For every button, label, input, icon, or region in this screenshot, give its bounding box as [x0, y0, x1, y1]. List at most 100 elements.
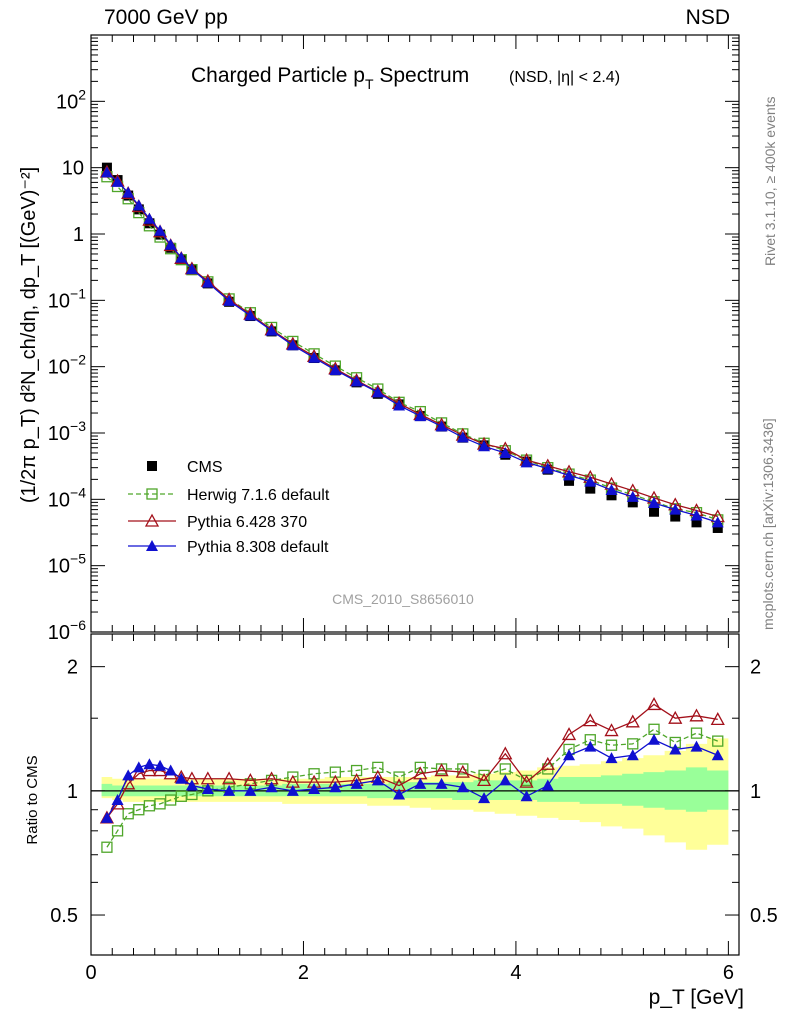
main-y-tick-label: 10−6 [48, 617, 86, 644]
ratio-data-point [626, 749, 639, 761]
ratio-data-point [132, 761, 145, 773]
ratio-data-point [604, 723, 619, 737]
main-y-tick-label-exponent: −4 [70, 484, 86, 500]
ratio-data-point [143, 758, 156, 770]
ratio-data-point [142, 763, 157, 777]
ratio-data-point [414, 761, 426, 774]
ratio-plot-border [90, 633, 740, 956]
ratio-data-point [185, 779, 198, 791]
main-data-point [456, 431, 469, 443]
main-data-point [201, 276, 214, 288]
main-y-tick-label: 10 [62, 158, 84, 180]
ratio-data-point [455, 764, 470, 778]
ratio-data-point [457, 763, 469, 775]
main-data-point [111, 175, 124, 187]
main-y-tick-label: 102 [56, 86, 86, 113]
chart-title-text: Charged Particle p [191, 64, 365, 87]
main-data-point [244, 309, 257, 321]
ratio-data-point [646, 697, 662, 711]
ratio-data-point [669, 743, 682, 755]
ratio-data-point [286, 784, 299, 796]
main-data-point [414, 410, 427, 422]
main-y-tick-label-base: 10 [48, 357, 70, 379]
ratio-data-point [101, 841, 113, 853]
main-y-tick-label-base: 10 [48, 622, 70, 644]
ratio-data-point [690, 740, 703, 752]
main-y-tick-label: 10−1 [48, 285, 86, 312]
ratio-data-point [111, 794, 124, 806]
ratio-x-tick-label: 0 [85, 962, 96, 984]
main-data-point [691, 517, 702, 528]
main-data-point [606, 490, 617, 501]
main-data-point [185, 263, 198, 275]
main-data-point [520, 456, 533, 468]
legend-entry-label: CMS [187, 459, 223, 476]
main-y-tick-label-exponent: −6 [70, 617, 86, 633]
ratio-data-point [223, 784, 236, 796]
main-data-point [605, 484, 618, 496]
ratio-data-point [625, 714, 640, 728]
ratio-y-axis-label: Ratio to CMS [24, 755, 41, 844]
main-data-point [712, 522, 723, 533]
main-data-point [478, 440, 491, 452]
main-data-point [627, 497, 638, 508]
ratio-y-tick-label: 1 [67, 781, 78, 803]
x-axis-label: p_T [GeV] [649, 986, 744, 1009]
legend-entry-label: Herwig 7.1.6 default [187, 487, 330, 504]
main-data-point [649, 506, 660, 517]
legend: CMS Herwig 7.1.6 default Pythia 6.428 370 P… [128, 459, 330, 556]
ratio-data-point [712, 735, 724, 747]
main-series-line [106, 171, 718, 523]
ratio-x-tick-label: 2 [298, 962, 309, 984]
main-y-tick-label: 10−3 [48, 418, 86, 445]
ratio-uncertainty-bands [101, 738, 729, 850]
ratio-data-point [122, 808, 134, 820]
ratio-data-point [541, 779, 554, 791]
main-data-point [584, 475, 597, 487]
ratio-series-line [106, 728, 718, 848]
main-y-tick-label-exponent: −1 [70, 285, 86, 301]
ratio-data-point [499, 763, 511, 775]
ratio-series-line [106, 739, 718, 819]
main-data-point [100, 166, 113, 178]
main-y-tick-label-exponent: −5 [70, 551, 86, 567]
main-data-point [393, 399, 406, 411]
main-data-point [164, 238, 177, 250]
main-data-point [371, 386, 384, 398]
ratio-data-point [583, 713, 598, 727]
ratio-data-point [690, 727, 703, 739]
main-y-tick-label: 10−2 [48, 352, 86, 379]
ratio-data-point [605, 752, 618, 764]
main-data-point [175, 251, 188, 263]
legend-marker [146, 488, 158, 500]
ratio-series-line [106, 703, 718, 819]
main-y-tick-label: 10−4 [48, 484, 86, 511]
analysis-watermark: CMS_2010_S8656010 [332, 591, 474, 607]
chart-title-subscript: T [365, 76, 374, 92]
main-data-point [585, 483, 596, 494]
main-data-point [154, 224, 167, 236]
ratio-data-point [265, 781, 278, 793]
ratio-data-point [520, 790, 533, 802]
main-data-point [143, 212, 156, 224]
ratio-data-point [122, 769, 135, 781]
main-y-tick-label: 10−5 [48, 551, 86, 578]
legend-entry-label: Pythia 6.428 370 [187, 514, 307, 531]
chart-title-rest: Spectrum [374, 64, 470, 87]
ratio-data-point [434, 763, 449, 777]
ratio-data-point [329, 781, 342, 793]
ratio-data-point [308, 783, 321, 795]
ratio-x-tick-label: 4 [510, 962, 521, 984]
legend-entry-label: Pythia 8.308 default [187, 539, 329, 556]
legend-marker [147, 461, 157, 471]
ratio-data-point [648, 723, 660, 735]
main-data-point [564, 475, 575, 486]
main-data-point [223, 294, 236, 306]
ratio-data-point [605, 739, 618, 751]
main-data-point [669, 503, 682, 515]
ratio-data-point [435, 777, 448, 789]
legend-marker [146, 540, 158, 551]
header-collision-label: 7000 GeV pp [104, 6, 228, 29]
ratio-data-point [154, 759, 167, 771]
